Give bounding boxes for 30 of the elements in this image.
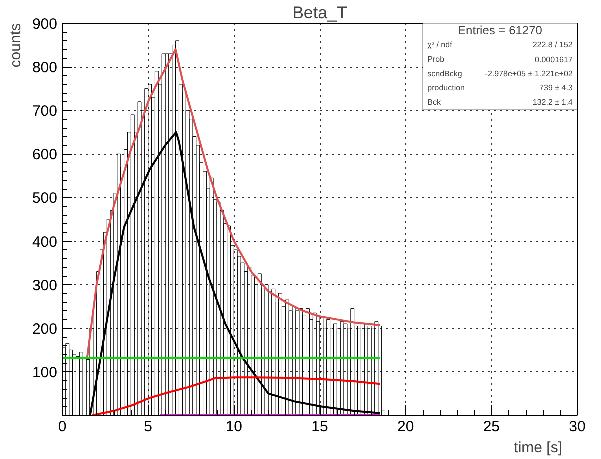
annotation: scndBckg xyxy=(428,69,462,78)
y-tick-label: 900 xyxy=(32,16,58,33)
annotation: 0.0001617 xyxy=(535,55,574,64)
chart-title: Beta_T xyxy=(292,4,348,22)
x-tick-label: 25 xyxy=(483,418,500,436)
x-tick-label: 10 xyxy=(226,418,243,436)
y-tick-label: 300 xyxy=(32,277,58,294)
x-tick-label: 20 xyxy=(397,418,414,436)
y-tick-label: 800 xyxy=(32,60,58,77)
annotation: Prob xyxy=(428,54,446,64)
annotation: production xyxy=(428,84,465,93)
annotation: Bck xyxy=(428,98,442,108)
annotation: 222.8 / 152 xyxy=(532,40,574,50)
x-tick-label: 0 xyxy=(58,418,67,436)
x-tick-label: 15 xyxy=(312,418,328,436)
y-tick-label: 100 xyxy=(32,364,58,382)
y-axis-title: counts xyxy=(8,23,24,68)
y-tick-label: 700 xyxy=(32,103,58,120)
y-tick-label: 400 xyxy=(32,234,58,251)
x-tick-label: 30 xyxy=(569,418,586,436)
x-axis-title: time [s] xyxy=(514,440,563,456)
annotation: 132.2 ± 1.4 xyxy=(532,98,574,108)
annotation: -2.978e+05 ± 1.221e+02 xyxy=(485,69,574,78)
y-tick-label: 500 xyxy=(32,190,58,208)
x-tick-label: 5 xyxy=(144,418,153,436)
y-tick-label: 600 xyxy=(32,146,58,164)
annotation: χ² / ndf xyxy=(428,40,454,50)
annotation: Entries = 61270 xyxy=(458,24,543,38)
y-tick-label: 200 xyxy=(32,320,58,338)
annotation: 739 ± 4.3 xyxy=(540,84,574,93)
